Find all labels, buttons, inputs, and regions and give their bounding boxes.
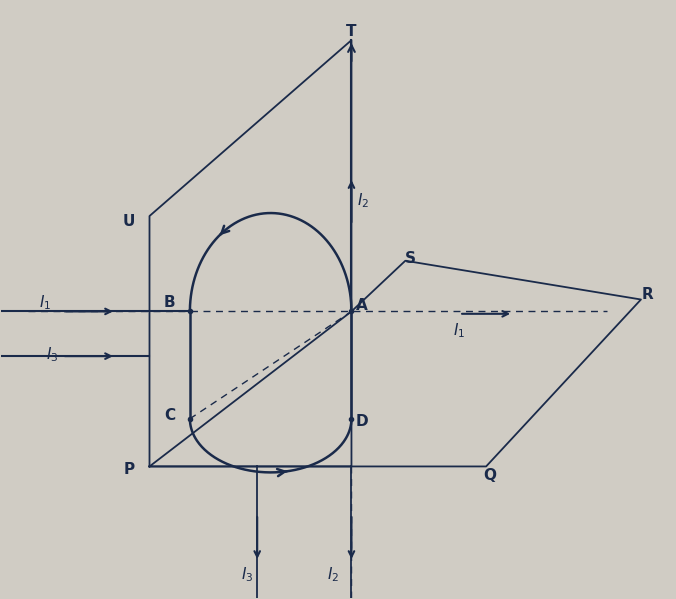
Text: $I_3$: $I_3$ <box>241 565 254 584</box>
Text: P: P <box>124 462 135 477</box>
Text: D: D <box>356 415 368 429</box>
Text: T: T <box>346 24 357 39</box>
Text: A: A <box>356 298 368 313</box>
Text: $I_3$: $I_3$ <box>46 345 58 364</box>
Text: U: U <box>123 214 135 229</box>
Text: S: S <box>405 252 416 267</box>
Text: C: C <box>164 409 175 423</box>
Text: $I_2$: $I_2$ <box>327 565 339 584</box>
Text: B: B <box>164 295 176 310</box>
Text: $I_2$: $I_2$ <box>358 192 370 210</box>
Text: Q: Q <box>483 468 496 483</box>
Text: $I_1$: $I_1$ <box>453 321 465 340</box>
Text: R: R <box>642 288 654 302</box>
Text: $I_1$: $I_1$ <box>39 293 51 312</box>
